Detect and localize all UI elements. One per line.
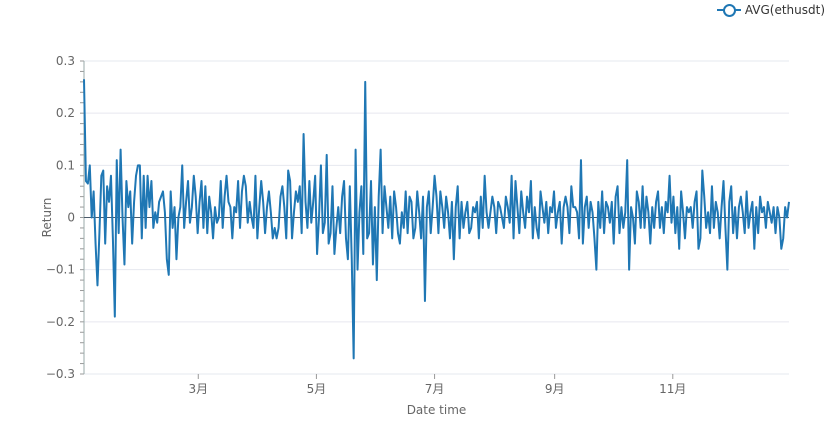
y-tick-label: −0.1 [46, 263, 75, 277]
y-tick-label: 0.2 [56, 106, 75, 120]
x-tick-label: 5月 [307, 382, 327, 396]
legend-line-marker-icon [716, 3, 741, 17]
x-tick-label: 11月 [659, 382, 686, 396]
x-tick-label: 9月 [545, 382, 565, 396]
y-tick-label: 0.1 [56, 158, 75, 172]
series-line [83, 79, 790, 360]
legend[interactable]: AVG(ethusdt) [716, 3, 825, 17]
y-tick-label: 0 [67, 211, 75, 225]
y-axis-title: Return [40, 198, 54, 238]
y-tick-label: −0.3 [46, 367, 75, 381]
x-tick-label: 3月 [188, 382, 208, 396]
y-tick-label: 0.3 [56, 54, 75, 68]
x-axis-title: Date time [407, 403, 467, 417]
x-tick-label: 7月 [425, 382, 445, 396]
legend-label: AVG(ethusdt) [744, 3, 825, 17]
y-tick-label: −0.2 [46, 315, 75, 329]
